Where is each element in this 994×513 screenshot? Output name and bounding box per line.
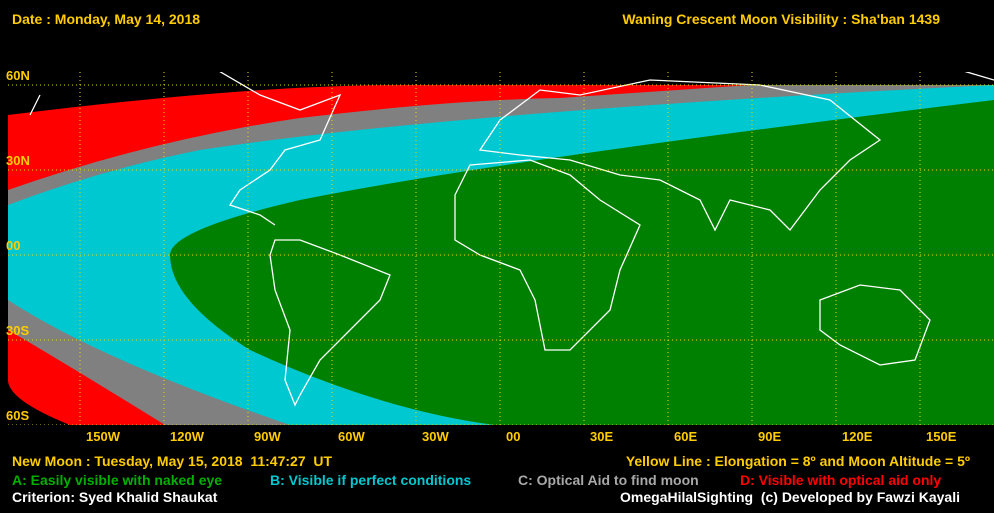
longitude-label: 120E xyxy=(842,429,873,444)
legend-entry: D: Visible with optical aid only xyxy=(740,472,941,488)
yellow-line-note: Yellow Line : Elongation = 8º and Moon A… xyxy=(626,453,970,469)
date: Date : Monday, May 14, 2018 xyxy=(12,11,200,27)
legend-entry: C: Optical Aid to find moon xyxy=(518,472,699,488)
longitude-label: 120W xyxy=(170,429,205,444)
criterion: Criterion: Syed Khalid Shaukat xyxy=(12,489,218,505)
latitude-label: 30S xyxy=(6,323,29,338)
map-area xyxy=(8,72,994,425)
longitude-label: 90E xyxy=(758,429,781,444)
map-title: Waning Crescent Moon Visibility : Sha'ba… xyxy=(622,11,940,27)
graticule xyxy=(8,72,994,425)
latitude-label: 00 xyxy=(6,238,20,253)
longitude-label: 90W xyxy=(254,429,281,444)
longitude-label: 60E xyxy=(674,429,697,444)
legend-entry: B: Visible if perfect conditions xyxy=(270,472,471,488)
latitude-label: 60S xyxy=(6,408,29,423)
coastlines xyxy=(29,72,994,407)
new-moon: New Moon : Tuesday, May 15, 2018 11:47:2… xyxy=(12,453,332,469)
longitude-label: 150W xyxy=(86,429,121,444)
longitude-label: 60W xyxy=(338,429,365,444)
zone-a xyxy=(170,100,994,425)
credit: OmegaHilalSighting (c) Developed by Fawz… xyxy=(620,489,960,505)
longitude-label: 30W xyxy=(422,429,449,444)
longitude-label: 30E xyxy=(590,429,613,444)
longitude-label: 00 xyxy=(506,429,520,444)
legend-entry: A: Easily visible with naked eye xyxy=(12,472,222,488)
longitude-label: 150E xyxy=(926,429,957,444)
latitude-label: 60N xyxy=(6,68,30,83)
latitude-label: 30N xyxy=(6,153,30,168)
